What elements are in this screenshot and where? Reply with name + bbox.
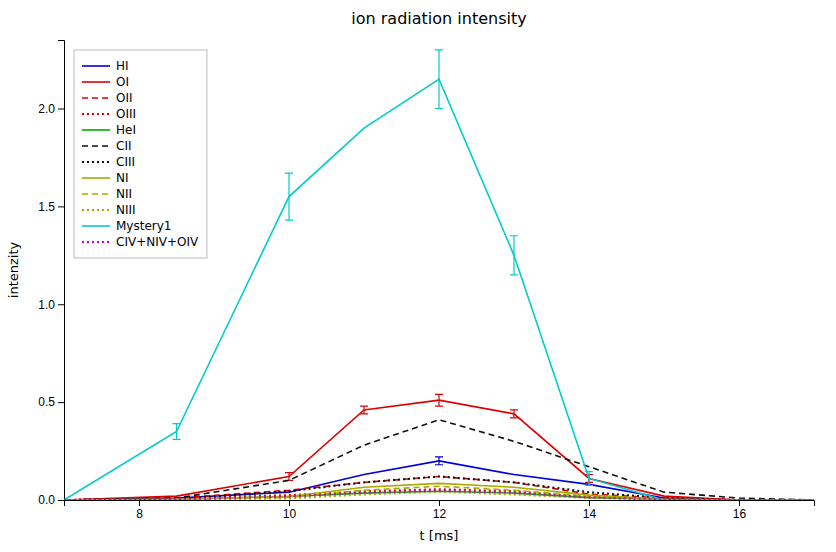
x-tick-label: 8 <box>136 507 143 521</box>
y-tick-mark <box>58 402 64 403</box>
legend-label: CIV+NIV+OIV <box>116 235 199 249</box>
legend-item: HeI <box>82 123 136 137</box>
y-tick: 1.0 <box>38 298 64 312</box>
series-line <box>64 492 814 500</box>
series-line <box>64 483 814 500</box>
legend-swatch <box>82 145 110 147</box>
series-line <box>64 486 814 500</box>
legend-item: CIV+NIV+OIV <box>82 235 199 249</box>
x-tick-mark <box>589 500 590 506</box>
error-bar <box>285 173 293 220</box>
legend-swatch <box>82 209 110 211</box>
x-tick: 12 <box>433 500 447 521</box>
error-bar <box>285 473 293 481</box>
y-tick-mark <box>58 304 64 305</box>
legend-item: NII <box>82 187 132 201</box>
legend-swatch <box>82 161 110 163</box>
legend-item: Mystery1 <box>82 219 171 233</box>
x-tick: 8 <box>136 500 143 521</box>
error-bar <box>435 394 443 406</box>
marks <box>64 50 814 500</box>
legend-label: CII <box>116 139 131 153</box>
legend: HI OI OII OIII HeI CII CIII NI NII NIII Mystery1 CI… <box>74 50 207 258</box>
x-tick: 10 <box>283 500 297 521</box>
legend-swatch <box>82 113 110 115</box>
y-tick: 1.5 <box>38 200 64 214</box>
x-axis: 8 10 12 14 16 <box>65 500 815 521</box>
legend-swatch <box>82 241 110 243</box>
legend-label: Mystery1 <box>116 219 171 233</box>
x-tick-label: 10 <box>283 507 297 521</box>
legend-label: HI <box>116 59 129 73</box>
legend-item: CII <box>82 139 131 153</box>
legend-swatch <box>82 81 110 83</box>
error-bar <box>435 457 443 465</box>
legend-item: OII <box>82 91 133 105</box>
y-tick-label: 0.5 <box>38 395 55 409</box>
legend-swatch <box>82 177 110 179</box>
y-tick-label: 0.0 <box>38 493 55 507</box>
series-line <box>64 420 814 500</box>
legend-swatch <box>82 225 110 227</box>
error-bar <box>510 410 518 418</box>
series-line <box>64 477 814 500</box>
legend-item: OIII <box>82 107 136 121</box>
y-tick-label: 1.5 <box>38 200 55 214</box>
x-tick-mark <box>289 500 290 506</box>
legend-swatch <box>82 129 110 131</box>
error-bar <box>173 424 181 440</box>
series-line <box>64 400 814 500</box>
chart: 8 10 12 14 16 0.0 0.5 1.0 1.5 2.0 HI OI OII OIII HeI CI… <box>0 0 836 552</box>
error-bar <box>435 50 443 109</box>
error-bar <box>360 406 368 414</box>
x-tick: 14 <box>583 500 597 521</box>
error-bar <box>585 472 593 486</box>
legend-item: CIII <box>82 155 135 169</box>
series-line <box>64 477 814 500</box>
legend-item: NIII <box>82 203 136 217</box>
legend-label: CIII <box>116 155 135 169</box>
y-tick-label: 2.0 <box>38 102 55 116</box>
x-axis-line <box>65 501 815 507</box>
x-tick-label: 14 <box>583 507 597 521</box>
legend-swatch <box>82 193 110 195</box>
title: ion radiation intensity <box>351 9 526 28</box>
y-axis-title: intenzity <box>6 241 21 298</box>
plot: 8 10 12 14 16 0.0 0.5 1.0 1.5 2.0 HI OI OII OIII HeI CI… <box>38 41 814 521</box>
series-line <box>64 491 814 500</box>
legend-item: OI <box>82 75 129 89</box>
legend-label: NIII <box>116 203 136 217</box>
y-axis-line <box>58 41 65 501</box>
error-bar <box>510 236 518 275</box>
x-tick: 16 <box>733 500 747 521</box>
y-tick-mark <box>58 500 64 501</box>
x-axis-title: t [ms] <box>420 528 459 543</box>
legend-label: NII <box>116 187 132 201</box>
legend-item: HI <box>82 59 129 73</box>
x-tick-mark <box>139 500 140 506</box>
legend-label: NI <box>116 171 129 185</box>
x-tick-mark <box>739 500 740 506</box>
y-tick-mark <box>58 206 64 207</box>
x-tick-label: 12 <box>433 507 447 521</box>
y-tick: 2.0 <box>38 102 64 116</box>
legend-label: OI <box>116 75 129 89</box>
legend-swatch <box>82 97 110 99</box>
series-line <box>64 461 814 500</box>
y-tick: 0.5 <box>38 395 64 409</box>
y-tick: 0.0 <box>38 493 64 507</box>
legend-item: NI <box>82 171 129 185</box>
y-tick-mark <box>58 109 64 110</box>
x-tick-label: 16 <box>733 507 747 521</box>
legend-box <box>74 50 207 258</box>
legend-swatch <box>82 65 110 67</box>
y-tick-label: 1.0 <box>38 298 55 312</box>
legend-label: OIII <box>116 107 136 121</box>
legend-label: HeI <box>116 123 136 137</box>
legend-label: OII <box>116 91 133 105</box>
y-axis: 0.0 0.5 1.0 1.5 2.0 <box>38 41 64 508</box>
x-tick-mark <box>439 500 440 506</box>
